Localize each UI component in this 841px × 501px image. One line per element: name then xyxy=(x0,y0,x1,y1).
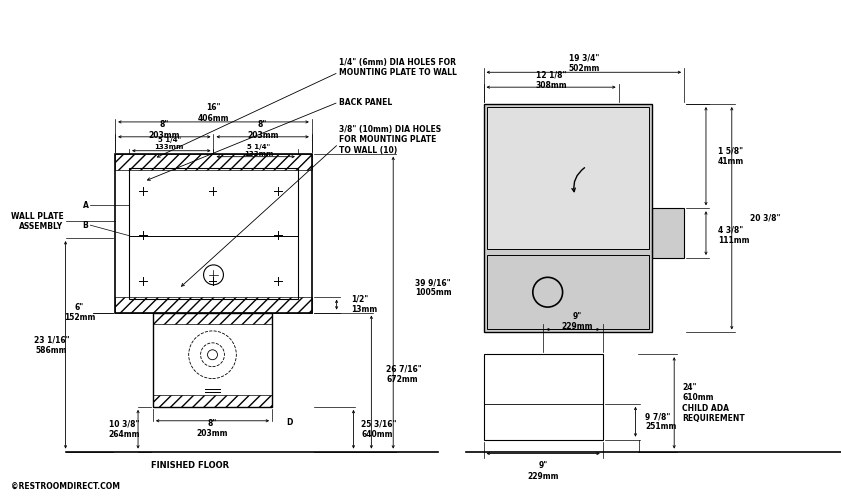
Text: 23 1/16"
586mm: 23 1/16" 586mm xyxy=(34,335,70,355)
Text: BACK PANEL: BACK PANEL xyxy=(339,98,392,107)
Text: 16"
406mm: 16" 406mm xyxy=(198,103,230,123)
Text: 12 1/8"
308mm: 12 1/8" 308mm xyxy=(535,71,567,90)
Bar xyxy=(130,168,298,299)
Text: 39 9/16"
1005mm: 39 9/16" 1005mm xyxy=(415,278,452,298)
Bar xyxy=(653,208,684,258)
Bar xyxy=(115,297,312,313)
Text: 9 7/8"
251mm: 9 7/8" 251mm xyxy=(645,412,677,431)
Text: 4 3/8"
111mm: 4 3/8" 111mm xyxy=(718,225,749,245)
Text: 10 3/8"
264mm: 10 3/8" 264mm xyxy=(108,419,140,439)
Bar xyxy=(153,313,272,325)
Text: 8"
203mm: 8" 203mm xyxy=(149,120,180,140)
Bar xyxy=(484,104,653,332)
Text: 19 3/4"
502mm: 19 3/4" 502mm xyxy=(569,54,600,73)
Text: 9"
229mm: 9" 229mm xyxy=(561,312,593,331)
Text: 8"
203mm: 8" 203mm xyxy=(247,120,278,140)
Bar xyxy=(484,104,653,332)
Text: 26 7/16"
672mm: 26 7/16" 672mm xyxy=(386,364,422,384)
Bar xyxy=(487,107,649,249)
Bar xyxy=(153,395,272,407)
Text: 3/8" (10mm) DIA HOLES
FOR MOUNTING PLATE
TO WALL (10): 3/8" (10mm) DIA HOLES FOR MOUNTING PLATE… xyxy=(339,125,441,155)
Text: 5 1/4"
133mm: 5 1/4" 133mm xyxy=(244,144,273,157)
Text: 5 1/4"
133mm: 5 1/4" 133mm xyxy=(155,137,184,150)
Bar xyxy=(653,208,684,258)
Text: 8"
203mm: 8" 203mm xyxy=(197,419,228,438)
Text: 1/2"
13mm: 1/2" 13mm xyxy=(352,295,378,314)
Bar xyxy=(484,354,603,440)
Text: 20 3/8": 20 3/8" xyxy=(749,214,780,223)
Text: A: A xyxy=(82,201,88,210)
Text: 25 3/16"
640mm: 25 3/16" 640mm xyxy=(362,419,397,439)
Text: B: B xyxy=(82,220,88,229)
Text: WALL PLATE
ASSEMBLY: WALL PLATE ASSEMBLY xyxy=(11,211,64,231)
Text: 9"
229mm: 9" 229mm xyxy=(527,461,559,481)
Bar xyxy=(115,154,312,169)
Text: FINISHED FLOOR: FINISHED FLOOR xyxy=(151,461,229,470)
Text: D: D xyxy=(286,418,293,427)
Bar xyxy=(487,255,649,330)
Text: ©RESTROOMDIRECT.COM: ©RESTROOMDIRECT.COM xyxy=(11,482,120,491)
Bar xyxy=(153,313,272,407)
Text: 24"
610mm
CHILD ADA
REQUIREMENT: 24" 610mm CHILD ADA REQUIREMENT xyxy=(682,383,745,423)
Text: 6"
152mm: 6" 152mm xyxy=(64,303,95,322)
Text: 1/4" (6mm) DIA HOLES FOR
MOUNTING PLATE TO WALL: 1/4" (6mm) DIA HOLES FOR MOUNTING PLATE … xyxy=(339,58,457,77)
Text: 1 5/8"
41mm: 1 5/8" 41mm xyxy=(718,146,744,166)
Bar xyxy=(115,154,312,313)
